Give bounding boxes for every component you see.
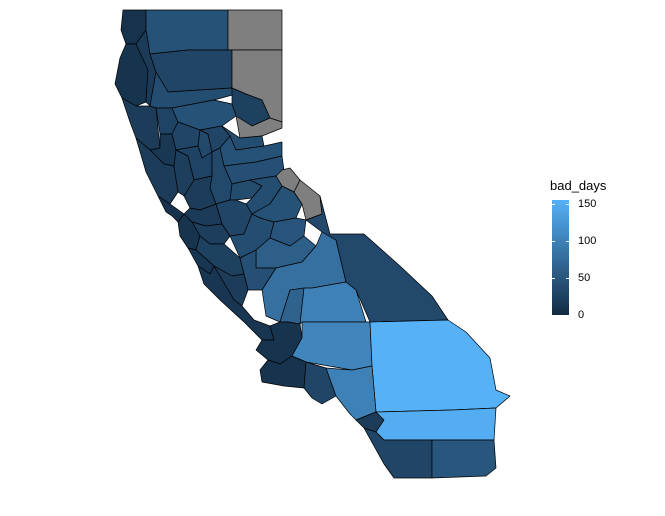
legend-colorbar	[552, 200, 569, 315]
legend-tick-label: 150	[578, 197, 597, 210]
county-tulare	[299, 281, 367, 325]
legend-tick-label: 0	[578, 309, 585, 321]
county-inyo	[305, 195, 449, 323]
legend-title: bad_days	[550, 178, 607, 193]
legend-tick-mark	[566, 203, 569, 205]
legend-tick-mark	[566, 277, 569, 279]
county-riverside	[375, 407, 497, 441]
legend-tick-label: 50	[578, 271, 591, 284]
legend: bad_days 0 50 100 150	[550, 178, 650, 323]
legend-tick-mark	[552, 315, 555, 316]
county-siskiyou	[145, 9, 229, 55]
legend-tick-mark	[552, 203, 555, 205]
legend-tick-mark	[552, 240, 555, 242]
legend-tick-label: 100	[578, 234, 597, 247]
county-san-bernardino	[369, 319, 511, 413]
county-imperial	[431, 439, 497, 479]
legend-tick-mark	[566, 240, 569, 242]
legend-tick-mark	[552, 277, 555, 279]
legend-tick-mark	[566, 315, 569, 316]
county-modoc	[227, 9, 283, 51]
county-san-luis-obispo	[255, 321, 303, 365]
